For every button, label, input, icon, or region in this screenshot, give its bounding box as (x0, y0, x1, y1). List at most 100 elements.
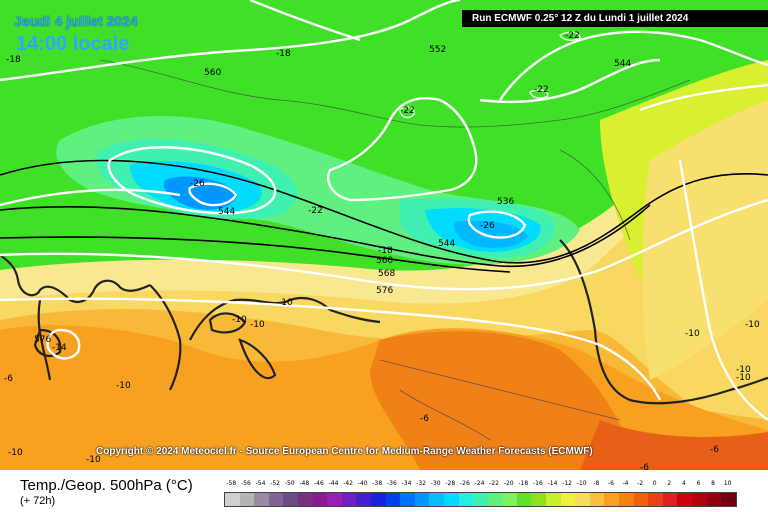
legend-labels: -58 -56 -54 -52 -50 -48 -46 -44 -42 -40 -38 -36 -34-… (224, 480, 754, 490)
legend-swatch (225, 493, 240, 506)
geop-label: 576 (376, 286, 393, 296)
legend-label: -36 (386, 480, 397, 487)
temperature-isotherms (0, 0, 768, 421)
temp-label: -10 (250, 320, 265, 330)
temp-label: -22 (565, 31, 580, 41)
temperature-labels: -18 -18 -22 -22 -22 -22 -26 -26 -18 -10 … (4, 31, 760, 470)
legend-label: -30 (430, 480, 441, 487)
temp-label: -6 (710, 445, 719, 455)
legend-swatch (443, 493, 459, 506)
temp-label: -22 (400, 106, 415, 116)
legend-label: -28 (445, 480, 456, 487)
legend-label: -8 (593, 480, 600, 487)
legend-swatch (662, 493, 678, 506)
temp-label: -14 (52, 343, 67, 353)
legend-swatch (341, 493, 357, 506)
temp-label: -10 (278, 298, 293, 308)
temp-label: -10 (736, 365, 751, 375)
geopotential-contours (0, 159, 768, 273)
legend-color-bar (224, 492, 737, 507)
legend-swatch (502, 493, 517, 506)
geop-label: 576 (34, 335, 51, 345)
legend-label: -50 (284, 480, 295, 487)
legend-label: -58 (226, 480, 237, 487)
temp-label: -10 (745, 320, 760, 330)
legend-label: -10 (576, 480, 587, 487)
legend-swatch (487, 493, 503, 506)
legend-swatch (677, 493, 692, 506)
temp-label: -6 (420, 414, 429, 424)
temp-label: -18 (6, 55, 21, 65)
legend-label: -38 (372, 480, 383, 487)
legend-swatch (254, 493, 269, 506)
temp-label: -26 (190, 179, 205, 189)
legend-swatch (692, 493, 707, 506)
legend-swatch (589, 493, 605, 506)
legend-swatch (575, 493, 590, 506)
temp-label: -10 (86, 455, 101, 465)
legend-swatch (356, 493, 371, 506)
legend-label: -24 (474, 480, 485, 487)
legend-swatch (370, 493, 386, 506)
model-run-info: Run ECMWF 0.25° 12 Z du Lundi 1 juillet … (462, 10, 768, 27)
legend-label: -42 (343, 480, 353, 487)
legend-label: -26 (459, 480, 470, 487)
temp-label: -10 (685, 329, 700, 339)
legend-label: -56 (240, 480, 251, 487)
legend-swatch (619, 493, 634, 506)
legend-label: -6 (607, 480, 614, 487)
temp-zone-red-orange (580, 420, 768, 470)
legend-swatch (473, 493, 488, 506)
legend-label: -2 (637, 480, 644, 487)
geop-label: 560 (376, 256, 393, 266)
temp-label: -18 (378, 246, 393, 256)
legend-swatch (721, 493, 736, 506)
geop-label: 560 (204, 68, 221, 78)
geop-label: 552 (429, 45, 446, 55)
temp-label: -10 (232, 315, 247, 325)
legend-swatch (385, 493, 401, 506)
geop-label: 544 (438, 239, 455, 249)
legend-label: -32 (416, 480, 426, 487)
legend-swatch (414, 493, 430, 506)
legend-label: 0 (652, 480, 657, 487)
legend-swatch (633, 493, 649, 506)
temp-label: -6 (640, 463, 649, 470)
legend-swatch (429, 493, 444, 506)
forecast-offset: (+ 72h) (20, 495, 56, 507)
legend-label: 10 (723, 480, 732, 487)
temp-label: -26 (480, 221, 495, 231)
temp-label: -22 (308, 206, 323, 216)
legend-label: -12 (562, 480, 572, 487)
geop-label: 544 (218, 207, 235, 217)
geop-label: 544 (614, 59, 631, 69)
legend-label: -22 (489, 480, 499, 487)
legend-swatch (516, 493, 532, 506)
temp-label: -10 (736, 373, 751, 383)
forecast-local-time: 14:00 locale (16, 33, 130, 55)
legend-label: -20 (503, 480, 514, 487)
geopotential-labels: 552 560 544 544 536 544 560 568 576 576 (34, 45, 631, 345)
legend-label: -44 (328, 480, 339, 487)
legend-swatch (546, 493, 561, 506)
legend-swatch (604, 493, 620, 506)
temp-label: -18 (276, 49, 291, 59)
parameter-title: Temp./Geop. 500hPa (°C) (20, 477, 193, 494)
temp-label: -10 (116, 381, 131, 391)
legend-swatch (400, 493, 415, 506)
legend-label: 8 (711, 480, 716, 487)
geop-label: 568 (378, 269, 395, 279)
copyright-notice: Copyright © 2024 Meteociel.fr - Source E… (96, 446, 593, 457)
legend-swatch (706, 493, 722, 506)
legend-swatch (312, 493, 328, 506)
legend-label: -14 (547, 480, 558, 487)
map-canvas: -18 -18 -22 -22 -22 -22 -26 -26 -18 -10 … (0, 0, 768, 470)
legend-swatch (560, 493, 576, 506)
legend-swatch (283, 493, 298, 506)
borders-landmask (99, 59, 691, 441)
temp-label: -6 (4, 374, 13, 384)
legend-label: -34 (401, 480, 412, 487)
temp-zone-dark-orange (370, 331, 640, 470)
legend-label: -46 (313, 480, 324, 487)
